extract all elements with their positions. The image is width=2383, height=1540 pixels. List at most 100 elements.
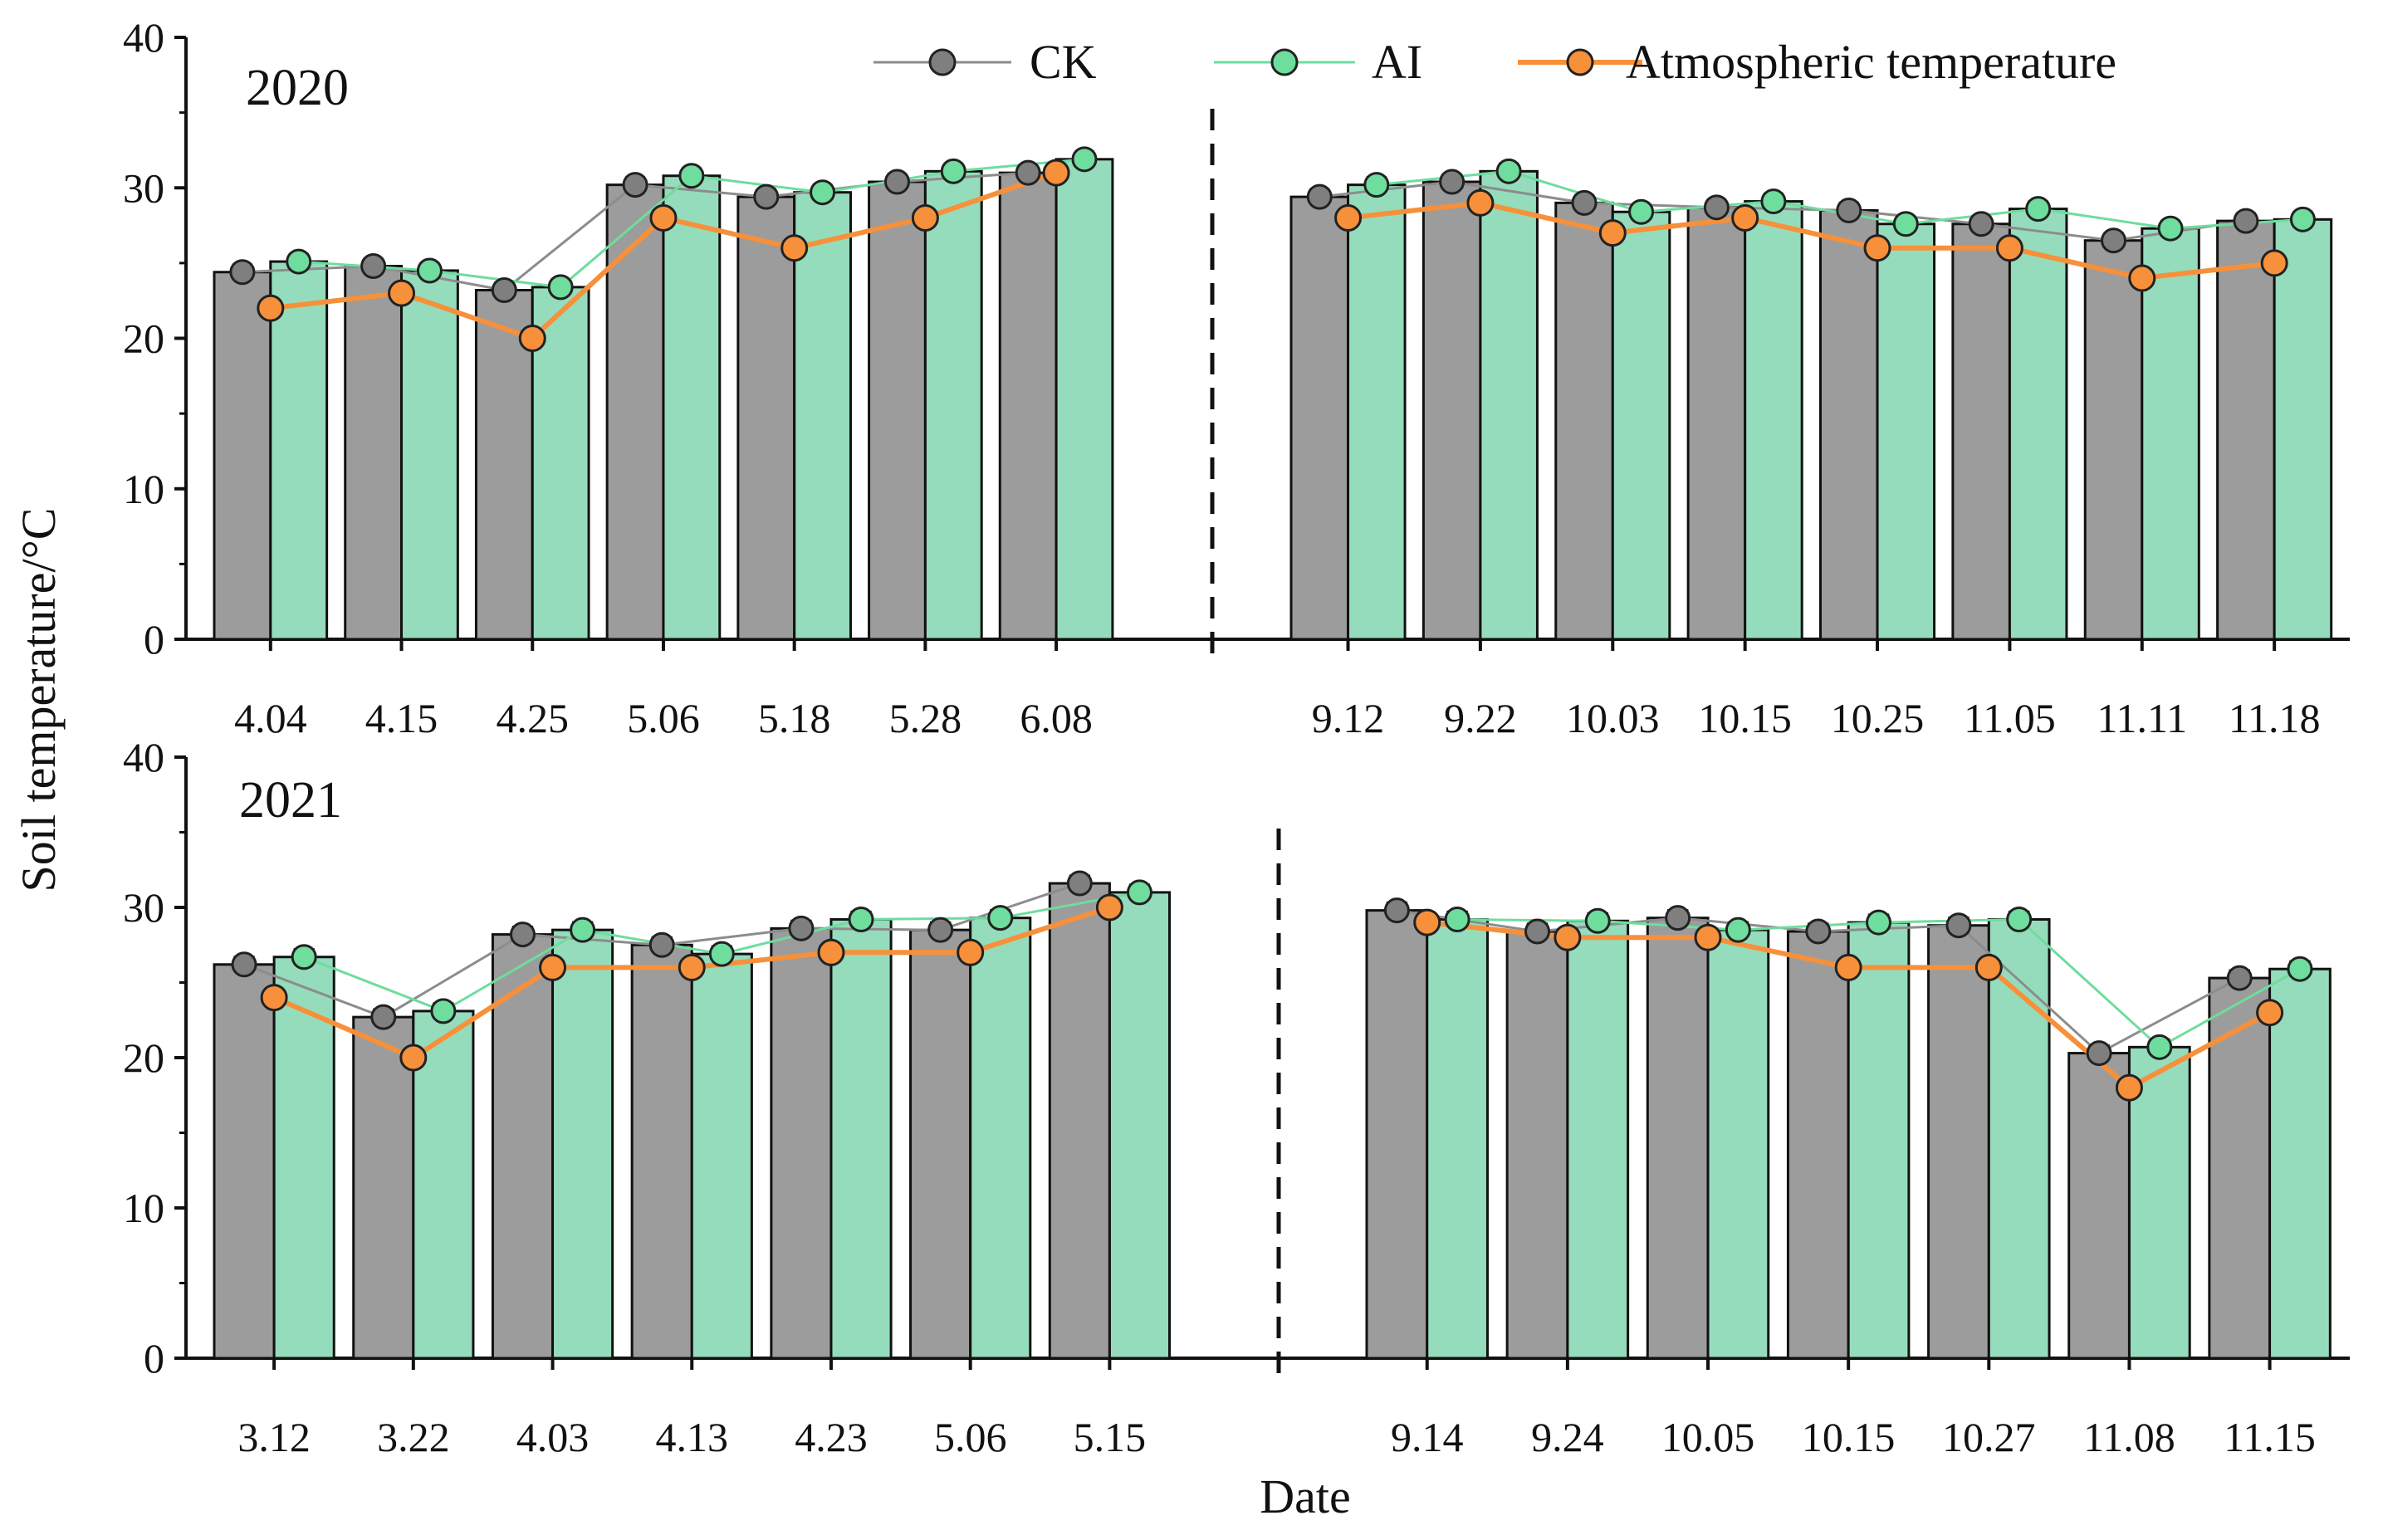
point-ai bbox=[940, 158, 966, 184]
x-tick-label: 5.28 bbox=[889, 695, 962, 741]
point-ai bbox=[1584, 907, 1611, 934]
point-atmospheric bbox=[957, 938, 985, 966]
point-atmospheric bbox=[388, 279, 416, 307]
point-ck bbox=[509, 922, 536, 948]
panel-2020: 0 10 20 30 40 2020 4.04 4.15 4.25 5.06 5.18 5.28 6.0… bbox=[123, 14, 2350, 741]
point-atmospheric bbox=[2115, 1073, 2143, 1102]
y-tick-label: 20 bbox=[123, 1034, 164, 1081]
x-tick-label: 5.06 bbox=[627, 695, 700, 741]
legend-label-0: CK bbox=[1030, 35, 1097, 89]
bar-ai bbox=[2268, 967, 2332, 1360]
point-ck bbox=[1524, 918, 1551, 945]
panels: 0 10 20 30 40 2020 4.04 4.15 4.25 5.06 5.18 5.28 6.0… bbox=[123, 14, 2350, 1460]
point-ai bbox=[2287, 956, 2313, 982]
point-ck bbox=[229, 259, 256, 286]
point-atmospheric bbox=[1974, 953, 2003, 981]
point-atmospheric bbox=[1598, 219, 1627, 247]
x-tick-label: 3.22 bbox=[377, 1414, 450, 1460]
bar-ai bbox=[2127, 1045, 2191, 1360]
point-ck bbox=[1383, 897, 1410, 924]
point-ck bbox=[491, 277, 517, 303]
point-atmospheric bbox=[1863, 234, 1891, 262]
bar-ai bbox=[1987, 917, 2051, 1360]
bar-ck bbox=[1048, 882, 1111, 1360]
x-tick-label: 11.05 bbox=[1964, 695, 2056, 741]
x-tick-label: 4.13 bbox=[656, 1414, 729, 1460]
x-tick-label: 9.22 bbox=[1444, 695, 1517, 741]
bar-ck bbox=[491, 933, 555, 1360]
point-ai bbox=[1760, 188, 1787, 215]
point-atmospheric bbox=[817, 938, 845, 966]
bar-ai bbox=[1426, 917, 1489, 1360]
point-ai bbox=[416, 257, 443, 284]
x-tick-label: 11.15 bbox=[2224, 1414, 2316, 1460]
x-tick-label: 6.08 bbox=[1020, 695, 1093, 741]
point-ai bbox=[2289, 206, 2316, 232]
point-atmospheric bbox=[1995, 234, 2023, 262]
legend: CK AI Atmospheric temperature bbox=[873, 35, 2116, 89]
point-atmospheric bbox=[518, 325, 546, 352]
bar-ai bbox=[412, 1010, 475, 1360]
point-atmospheric bbox=[678, 953, 706, 981]
bar-ai bbox=[1847, 921, 1911, 1360]
x-tick-label: 10.27 bbox=[1942, 1414, 2036, 1460]
y-tick-label: 30 bbox=[123, 164, 164, 211]
bar-ck bbox=[1786, 930, 1850, 1360]
x-tick-label: 9.12 bbox=[1312, 695, 1385, 741]
bar-ai bbox=[269, 260, 329, 641]
bar-ai bbox=[1108, 891, 1172, 1360]
point-ck bbox=[788, 915, 815, 941]
x-tick-label: 5.18 bbox=[758, 695, 831, 741]
point-ck bbox=[1665, 905, 1691, 931]
x-tick-label: 10.05 bbox=[1661, 1414, 1755, 1460]
bar-ai bbox=[1566, 919, 1630, 1360]
bar-ai bbox=[400, 269, 459, 641]
series-line-atmospheric bbox=[1348, 200, 2275, 281]
bar-ck bbox=[868, 180, 927, 641]
point-ck bbox=[1015, 159, 1041, 186]
x-tick-label: 9.14 bbox=[1391, 1414, 1464, 1460]
bar-ck bbox=[736, 195, 796, 641]
point-ai bbox=[1444, 906, 1470, 932]
y-tick-label: 30 bbox=[123, 884, 164, 931]
x-tick-label: 4.15 bbox=[365, 695, 438, 741]
point-atmospheric bbox=[260, 984, 288, 1012]
bar-ai bbox=[1876, 222, 1936, 641]
point-ai bbox=[291, 944, 317, 970]
point-ck bbox=[2086, 1040, 2112, 1067]
point-ai bbox=[1866, 909, 1892, 936]
y-axis-label: Soil temperature/°C bbox=[12, 508, 66, 892]
x-tick-label: 4.25 bbox=[496, 695, 569, 741]
point-ai bbox=[678, 163, 705, 189]
bar-ck bbox=[909, 928, 972, 1360]
point-atmospheric bbox=[1694, 923, 1722, 951]
point-ai bbox=[1725, 917, 1751, 943]
x-tick-label: 4.04 bbox=[234, 695, 307, 741]
bar-ck bbox=[605, 183, 665, 641]
y-tick-label: 20 bbox=[123, 315, 164, 362]
point-ai bbox=[547, 274, 574, 301]
point-atmospheric bbox=[1042, 159, 1070, 187]
bar-ai bbox=[1706, 928, 1770, 1360]
bar-ck bbox=[630, 943, 693, 1360]
point-ck bbox=[1836, 197, 1862, 223]
point-atmospheric bbox=[1095, 893, 1123, 922]
point-atmospheric bbox=[399, 1044, 428, 1072]
x-tick-label: 5.06 bbox=[934, 1414, 1007, 1460]
point-atmospheric bbox=[780, 234, 809, 262]
point-ai bbox=[987, 905, 1014, 931]
bar-ck bbox=[1819, 208, 1879, 641]
point-ai bbox=[1628, 198, 1655, 225]
bar-ai bbox=[1479, 169, 1539, 641]
point-ai bbox=[1071, 146, 1098, 173]
bar-ck bbox=[1505, 930, 1569, 1360]
point-atmospheric bbox=[1834, 953, 1862, 981]
point-atmospheric bbox=[2128, 264, 2156, 292]
point-ck bbox=[370, 1004, 397, 1030]
panel-title: 2021 bbox=[239, 772, 342, 829]
bar-ai bbox=[551, 928, 614, 1360]
x-tick-label: 10.15 bbox=[1698, 695, 1792, 741]
point-ai bbox=[2025, 196, 2052, 222]
point-ck bbox=[753, 183, 780, 210]
point-ai bbox=[2157, 215, 2184, 242]
